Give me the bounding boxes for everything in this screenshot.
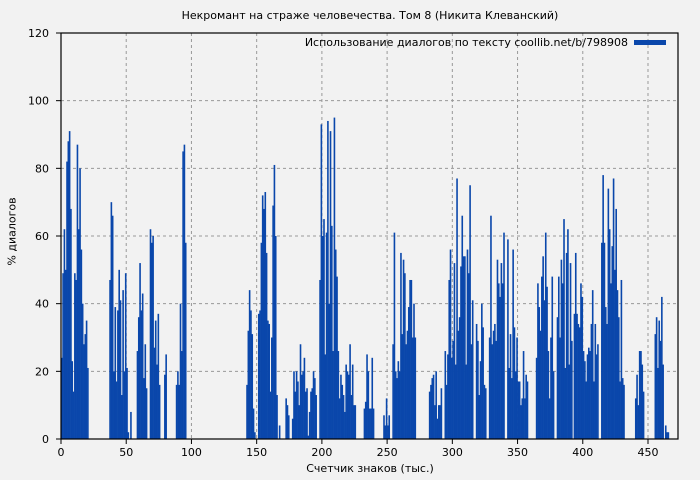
svg-text:0: 0 — [42, 433, 49, 446]
axes: 0 50 100 150 200 250 300 350 400 450 0 20 40 60 80 100 1… — [28, 27, 679, 459]
svg-text:60: 60 — [35, 230, 49, 243]
chart-title: Некромант на страже человечества. Том 8 … — [181, 9, 559, 22]
svg-text:50: 50 — [119, 446, 133, 459]
svg-text:150: 150 — [246, 446, 267, 459]
svg-text:80: 80 — [35, 162, 49, 175]
svg-text:300: 300 — [442, 446, 463, 459]
svg-text:200: 200 — [311, 446, 332, 459]
svg-text:100: 100 — [181, 446, 202, 459]
svg-text:40: 40 — [35, 298, 49, 311]
svg-text:20: 20 — [35, 365, 49, 378]
svg-text:400: 400 — [572, 446, 593, 459]
svg-text:0: 0 — [58, 446, 65, 459]
legend-label: Использование диалогов по тексту coollib… — [304, 36, 628, 49]
svg-text:450: 450 — [637, 446, 658, 459]
svg-text:100: 100 — [28, 95, 49, 108]
data-bars — [61, 117, 670, 440]
svg-text:350: 350 — [507, 446, 528, 459]
svg-text:120: 120 — [28, 27, 49, 40]
legend: Использование диалогов по тексту coollib… — [305, 36, 666, 49]
legend-swatch — [634, 40, 666, 45]
x-axis-label: Счетчик знаков (тыс.) — [306, 462, 434, 475]
svg-text:250: 250 — [377, 446, 398, 459]
